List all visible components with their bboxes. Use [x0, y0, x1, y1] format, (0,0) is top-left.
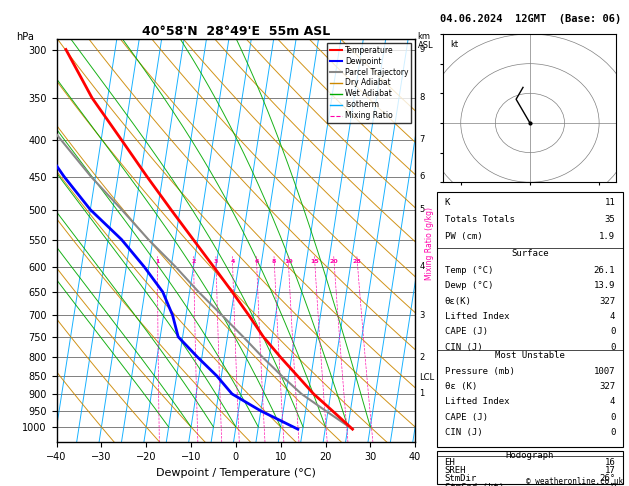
- Text: 10: 10: [284, 259, 292, 264]
- X-axis label: Dewpoint / Temperature (°C): Dewpoint / Temperature (°C): [156, 468, 316, 478]
- Text: 4: 4: [230, 259, 235, 264]
- Text: 0: 0: [610, 327, 615, 336]
- Text: CIN (J): CIN (J): [445, 343, 482, 351]
- Text: 0: 0: [610, 428, 615, 437]
- Text: Totals Totals: Totals Totals: [445, 215, 515, 224]
- Text: 2: 2: [420, 352, 425, 362]
- Text: 6: 6: [420, 172, 425, 181]
- Text: Dewp (°C): Dewp (°C): [445, 281, 493, 290]
- Text: 35: 35: [604, 215, 615, 224]
- Text: 4: 4: [610, 312, 615, 321]
- Text: 1007: 1007: [594, 367, 615, 376]
- Text: © weatheronline.co.uk: © weatheronline.co.uk: [526, 476, 623, 486]
- Text: Lifted Index: Lifted Index: [445, 312, 509, 321]
- Text: 8: 8: [272, 259, 277, 264]
- Text: Temp (°C): Temp (°C): [445, 266, 493, 275]
- Text: 327: 327: [599, 382, 615, 391]
- Text: 0: 0: [610, 483, 615, 486]
- Text: 327: 327: [599, 296, 615, 306]
- Text: CAPE (J): CAPE (J): [445, 327, 487, 336]
- Text: km
ASL: km ASL: [418, 32, 433, 50]
- Text: 28: 28: [353, 259, 362, 264]
- Text: PW (cm): PW (cm): [445, 231, 482, 241]
- Legend: Temperature, Dewpoint, Parcel Trajectory, Dry Adiabat, Wet Adiabat, Isotherm, Mi: Temperature, Dewpoint, Parcel Trajectory…: [327, 43, 411, 123]
- Text: 0: 0: [610, 343, 615, 351]
- Text: SREH: SREH: [445, 466, 466, 475]
- Text: EH: EH: [445, 458, 455, 467]
- Text: 11: 11: [604, 198, 615, 208]
- Text: 26°: 26°: [599, 474, 615, 483]
- Text: 16: 16: [604, 458, 615, 467]
- Text: Most Unstable: Most Unstable: [495, 351, 565, 361]
- Text: CIN (J): CIN (J): [445, 428, 482, 437]
- Text: Mixing Ratio (g/kg): Mixing Ratio (g/kg): [425, 207, 434, 279]
- Text: 20: 20: [330, 259, 338, 264]
- Text: kt: kt: [450, 40, 459, 49]
- Text: 3: 3: [420, 311, 425, 320]
- Text: 15: 15: [311, 259, 319, 264]
- Text: Surface: Surface: [511, 249, 548, 259]
- Text: 3: 3: [214, 259, 218, 264]
- Text: 4: 4: [420, 262, 425, 271]
- Text: 2: 2: [191, 259, 196, 264]
- Title: 40°58'N  28°49'E  55m ASL: 40°58'N 28°49'E 55m ASL: [142, 25, 330, 38]
- Text: 6: 6: [254, 259, 259, 264]
- Text: 13.9: 13.9: [594, 281, 615, 290]
- Text: 17: 17: [604, 466, 615, 475]
- Text: 7: 7: [420, 135, 425, 144]
- Text: 9: 9: [420, 45, 425, 54]
- Text: 1.9: 1.9: [599, 231, 615, 241]
- Text: Hodograph: Hodograph: [506, 451, 554, 460]
- Text: 8: 8: [420, 93, 425, 103]
- Text: 26.1: 26.1: [594, 266, 615, 275]
- Text: CAPE (J): CAPE (J): [445, 413, 487, 422]
- Text: 4: 4: [610, 398, 615, 406]
- Text: θε (K): θε (K): [445, 382, 477, 391]
- Text: StmSpd (kt): StmSpd (kt): [445, 483, 504, 486]
- Text: 5: 5: [420, 205, 425, 214]
- Text: LCL: LCL: [420, 373, 435, 382]
- Text: Lifted Index: Lifted Index: [445, 398, 509, 406]
- Text: Pressure (mb): Pressure (mb): [445, 367, 515, 376]
- Text: 1: 1: [420, 389, 425, 399]
- Text: hPa: hPa: [16, 32, 33, 42]
- Text: θε(K): θε(K): [445, 296, 472, 306]
- Text: 04.06.2024  12GMT  (Base: 06): 04.06.2024 12GMT (Base: 06): [440, 14, 621, 24]
- Text: 0: 0: [610, 413, 615, 422]
- Text: StmDir: StmDir: [445, 474, 477, 483]
- Text: K: K: [445, 198, 450, 208]
- Text: 1: 1: [155, 259, 160, 264]
